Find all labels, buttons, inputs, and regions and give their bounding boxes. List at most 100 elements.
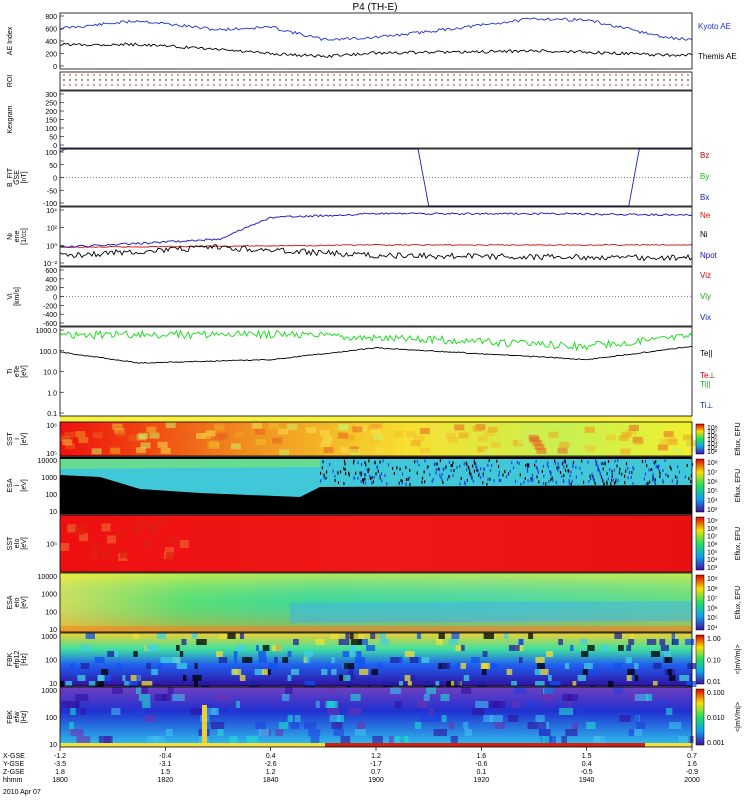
roi-dot xyxy=(423,79,425,81)
roi-dot xyxy=(405,74,407,76)
roi-dot xyxy=(261,79,263,81)
esa-ion-noise xyxy=(590,477,592,481)
fbk-efp12-cell xyxy=(461,645,465,651)
fbk-efw-cell xyxy=(308,729,321,736)
roi-dot xyxy=(507,84,509,86)
esa-ion-noise xyxy=(466,478,468,482)
fbk-efp12-cell xyxy=(282,657,289,663)
roi-dot xyxy=(513,84,515,86)
roi-dot xyxy=(81,84,83,86)
fbk-efp12-cell xyxy=(349,651,357,657)
ytick-b: 50 xyxy=(49,163,57,170)
fbk-efw-cell xyxy=(634,694,649,701)
esa-ion-noise xyxy=(375,472,377,476)
fbk-efp12-cell xyxy=(686,681,697,687)
fbk-efp12-cell xyxy=(124,681,131,687)
esa-ion-noise xyxy=(568,478,570,482)
sst-ion-cell xyxy=(633,438,644,445)
xaxis-value: 1840 xyxy=(263,777,279,784)
roi-dot xyxy=(567,74,569,76)
roi-dot xyxy=(171,84,173,86)
sst-electron-cell xyxy=(169,536,179,545)
xaxis-value: -0.5 xyxy=(581,769,593,776)
fbk-efw-cell xyxy=(60,687,66,694)
fbk-efp12-cell xyxy=(404,675,411,681)
colorbar-tick-fbk2: 0.100 xyxy=(707,690,725,697)
esa-ion-noise xyxy=(463,462,465,466)
ytick-t: 100.0 xyxy=(39,349,57,356)
esa-ion-noise xyxy=(359,471,361,475)
esa-ion-noise xyxy=(541,469,543,473)
colorbar-tick-esa_e: 10⁶ xyxy=(707,605,718,612)
roi-dot xyxy=(117,74,119,76)
esa-ion-noise xyxy=(479,476,482,480)
roi-dot xyxy=(369,79,371,81)
roi-dot xyxy=(183,79,185,81)
esa-ion-noise xyxy=(407,477,409,481)
roi-dot xyxy=(489,79,491,81)
sst-ion-cell xyxy=(91,448,102,455)
fbk-efw-cell xyxy=(326,687,336,694)
xaxis-value: -0.6 xyxy=(475,761,487,768)
fbk-efp12-cell xyxy=(249,681,260,687)
roi-dot xyxy=(279,79,281,81)
esa-ion-noise xyxy=(556,466,558,470)
fbk-efw-cell xyxy=(441,715,447,722)
roi-dot xyxy=(231,84,233,86)
colorbar-tick-sst_i: 10³ xyxy=(707,445,718,452)
ytick-t: 10.0 xyxy=(43,370,57,377)
sst-electron-cell xyxy=(158,515,168,524)
ytick-ae: 0 xyxy=(53,64,57,71)
roi-dot xyxy=(441,84,443,86)
esa-ion-noise xyxy=(651,467,653,471)
esa-ion-noise xyxy=(476,468,478,472)
esa-ion-noise xyxy=(676,480,678,484)
esa-ion-noise xyxy=(441,472,443,476)
esa-ion-noise xyxy=(360,472,363,476)
fbk-efw-cell xyxy=(433,729,448,736)
roi-dot xyxy=(177,79,179,81)
fbk-efp12-cell xyxy=(508,645,520,651)
sst-ion-cell xyxy=(136,447,147,454)
fbk-efw-cell xyxy=(154,694,167,701)
roi-dot xyxy=(597,74,599,76)
esa-ion-noise xyxy=(671,479,673,483)
sst-ion-cell xyxy=(230,443,241,450)
esa-ion-noise xyxy=(527,479,529,483)
ylabel-b: B_FIT xyxy=(7,167,14,187)
fbk-efp12-cell xyxy=(65,681,73,687)
ytick-fbk2: 100 xyxy=(45,715,57,722)
fbk-efp12-cell xyxy=(614,633,622,639)
fbk-efp12-cell xyxy=(170,657,181,663)
fbk-efp12-cell xyxy=(343,663,355,669)
esa-ion-noise xyxy=(649,480,651,484)
esa-ion-noise xyxy=(563,465,565,469)
roi-dot xyxy=(375,84,377,86)
esa-ion-noise xyxy=(465,461,467,465)
roi-dot xyxy=(291,74,293,76)
fbk-efw-cell xyxy=(136,687,141,694)
esa-ion-noise xyxy=(527,464,529,468)
roi-dot xyxy=(153,84,155,86)
fbk-efw-cell xyxy=(634,715,640,722)
roi-dot xyxy=(123,84,125,86)
esa-ion-noise xyxy=(343,466,345,470)
esa-ion-noise xyxy=(674,475,677,479)
fbk-efw-cell xyxy=(658,701,666,708)
roi-dot xyxy=(597,79,599,81)
esa-ion-noise xyxy=(532,478,534,482)
fbk-efp12-cell xyxy=(608,681,614,687)
fbk-efw-cell xyxy=(75,694,89,701)
fbk-efp12-cell xyxy=(601,645,610,651)
fbk-efw-cell xyxy=(190,708,203,715)
esa-ion-noise xyxy=(630,475,632,479)
fbk-efp12-cell xyxy=(77,675,86,681)
colorbar-tick-sst_e: 10³ xyxy=(707,565,718,572)
sst-ion-cell xyxy=(534,443,545,450)
roi-dot xyxy=(453,74,455,76)
roi-dot xyxy=(411,74,413,76)
roi-dot xyxy=(261,74,263,76)
esa-ion-noise xyxy=(489,477,491,481)
roi-dot xyxy=(321,74,323,76)
roi-dot xyxy=(453,84,455,86)
